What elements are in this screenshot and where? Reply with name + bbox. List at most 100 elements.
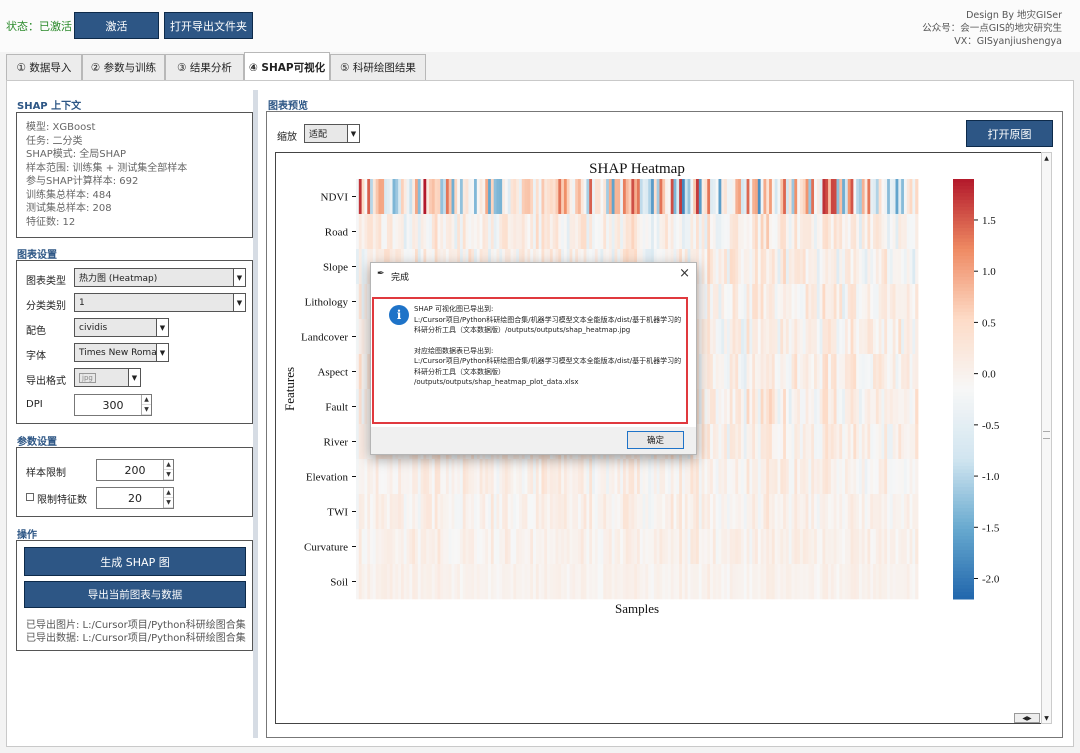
heatmap-cell <box>844 214 849 250</box>
spin-arrows[interactable]: ▲ ▼ <box>163 460 173 480</box>
heatmap-cell <box>766 179 770 215</box>
scroll-grip[interactable] <box>1043 431 1050 439</box>
heatmap-cell <box>858 459 863 495</box>
class-select[interactable]: 1 ▼ <box>74 293 246 312</box>
heatmap-cell <box>729 284 733 320</box>
spin-up-icon[interactable]: ▲ <box>142 395 151 405</box>
panel-splitter[interactable] <box>253 90 258 738</box>
chart-type-value: 热力图 (Heatmap) <box>79 274 158 284</box>
heatmap-cell <box>802 529 806 565</box>
heatmap-cell <box>861 179 866 215</box>
heatmap-cell <box>788 494 792 530</box>
heatmap-cell <box>774 249 778 285</box>
heatmap-cell <box>881 564 885 600</box>
heatmap-cell <box>892 424 896 460</box>
spin-arrows[interactable]: ▲ ▼ <box>163 488 173 508</box>
heatmap-cell <box>755 179 759 215</box>
zoom-select[interactable]: 适配 ▼ <box>304 124 360 143</box>
vertical-scrollbar[interactable]: ▲ ▼ <box>1041 152 1052 724</box>
tab-data-import[interactable]: ① 数据导入 <box>6 54 82 80</box>
heatmap-cell <box>667 564 672 600</box>
heatmap-cell <box>915 319 919 355</box>
heatmap-cell <box>704 424 708 460</box>
heatmap-cell <box>867 529 871 565</box>
heatmap-cell <box>797 284 801 320</box>
heatmap-cell <box>586 564 590 600</box>
heatmap-cell <box>597 459 601 495</box>
heatmap-cell <box>533 459 537 495</box>
scroll-left-right-icon[interactable]: ◀▶ <box>1014 713 1040 723</box>
heatmap-cell <box>555 564 559 600</box>
heatmap-cell <box>712 529 717 565</box>
heatmap-cell <box>724 249 728 285</box>
heatmap-cell <box>721 389 725 425</box>
heatmap-cell <box>755 284 759 320</box>
heatmap-cell <box>853 459 857 495</box>
heatmap-cell <box>906 284 910 320</box>
y-tick-label: Soil <box>330 577 348 589</box>
heatmap-cell <box>696 529 700 565</box>
heatmap-cell <box>645 564 649 600</box>
scroll-up-icon[interactable]: ▲ <box>1044 154 1049 162</box>
heatmap-cell <box>909 459 913 495</box>
heatmap-cell <box>462 564 466 600</box>
heatmap-cell <box>884 284 888 320</box>
heatmap-cell <box>513 179 517 215</box>
limit-features-checkbox[interactable] <box>26 493 34 501</box>
heatmap-cell <box>909 179 913 215</box>
heatmap-cell <box>746 564 750 600</box>
export-chart-data-button[interactable]: 导出当前图表与数据 <box>24 581 246 608</box>
heatmap-cell <box>516 459 520 495</box>
spin-arrows[interactable]: ▲ ▼ <box>141 395 151 415</box>
tab-shap-visualization[interactable]: ④ SHAP可视化 <box>244 52 330 82</box>
tab-result-analysis[interactable]: ③ 结果分析 <box>165 54 244 80</box>
spin-up-icon[interactable]: ▲ <box>164 460 173 470</box>
heatmap-cell <box>370 564 374 600</box>
chart-type-select[interactable]: 热力图 (Heatmap) ▼ <box>74 268 246 287</box>
format-value: jpg <box>79 372 96 383</box>
colormap-select[interactable]: cividis ▼ <box>74 318 169 337</box>
heatmap-cell <box>842 354 846 390</box>
format-select[interactable]: jpg ▼ <box>74 368 141 387</box>
heatmap-cell <box>457 459 461 495</box>
heatmap-cell <box>617 494 621 530</box>
close-icon[interactable]: × <box>679 266 690 281</box>
colorbar-segment <box>953 214 974 218</box>
spin-down-icon[interactable]: ▼ <box>164 498 173 508</box>
open-export-folder-button[interactable]: 打开导出文件夹 <box>164 12 253 39</box>
heatmap-cell <box>504 494 509 530</box>
tab-params-training[interactable]: ② 参数与训练 <box>82 54 165 80</box>
open-original-button[interactable]: 打开原图 <box>966 120 1053 147</box>
scroll-down-icon[interactable]: ▼ <box>1044 714 1049 722</box>
heatmap-cell <box>814 284 818 320</box>
dpi-spinbox[interactable]: 300 ▲ ▼ <box>74 394 152 416</box>
sample-limit-spinbox[interactable]: 200 ▲ ▼ <box>96 459 174 481</box>
heatmap-cell <box>766 249 770 285</box>
heatmap-cell <box>375 494 379 530</box>
heatmap-cell <box>566 459 570 495</box>
limit-features-spinbox[interactable]: 20 ▲ ▼ <box>96 487 174 509</box>
heatmap-cell <box>563 564 568 600</box>
spin-down-icon[interactable]: ▼ <box>164 470 173 480</box>
heatmap-cell <box>462 459 466 495</box>
activate-button[interactable]: 激活 <box>74 12 159 39</box>
spin-down-icon[interactable]: ▼ <box>142 405 151 415</box>
heatmap-cell <box>656 459 660 495</box>
tab-research-plot-results[interactable]: ⑤ 科研绘图结果 <box>330 54 426 80</box>
heatmap-cell <box>889 564 894 600</box>
spin-up-icon[interactable]: ▲ <box>164 488 173 498</box>
heatmap-cell <box>783 284 787 320</box>
heatmap-cell <box>746 354 750 390</box>
font-select[interactable]: Times New Roman ▼ <box>74 343 169 362</box>
ok-button[interactable]: 确定 <box>627 431 684 449</box>
heatmap-cell <box>799 249 804 285</box>
heatmap-cell <box>895 494 899 530</box>
generate-shap-button[interactable]: 生成 SHAP 图 <box>24 547 246 576</box>
heatmap-cell <box>634 214 638 250</box>
heatmap-cell <box>836 564 840 600</box>
heatmap-cell <box>474 494 478 530</box>
heatmap-cell <box>763 284 767 320</box>
heatmap-cell <box>499 494 503 530</box>
heatmap-cell <box>777 494 781 530</box>
heatmap-cell <box>375 564 379 600</box>
